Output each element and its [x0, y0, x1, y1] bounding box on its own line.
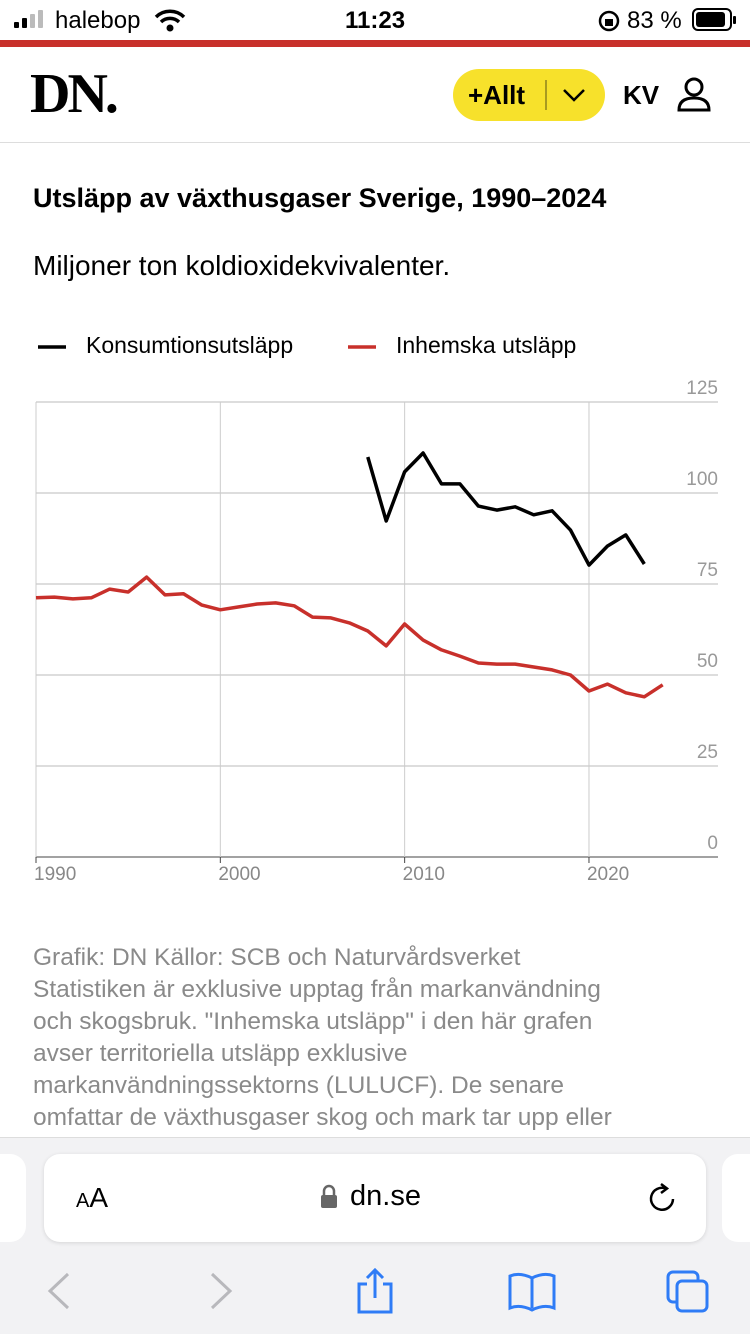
text-size-button[interactable]: AA — [76, 1182, 108, 1214]
y-tick-label: 100 — [686, 469, 718, 490]
data-line — [35, 575, 664, 699]
header-divider — [0, 142, 750, 143]
source-line: och skogsbruk. "Inhemska utsläpp" i den … — [33, 1008, 593, 1035]
y-tick-label: 25 — [697, 742, 718, 763]
y-tick-label: 50 — [697, 651, 718, 672]
text-size-large: A — [89, 1182, 109, 1213]
lock-icon — [321, 1184, 337, 1208]
x-tick-label: 2000 — [218, 864, 260, 885]
top-stripe — [0, 40, 750, 47]
signal-icon — [14, 10, 43, 28]
chevron — [563, 89, 585, 102]
x-tick-label: 1990 — [34, 864, 76, 885]
x-tick-label: 2020 — [587, 864, 629, 885]
data-line — [366, 451, 646, 567]
url: dn.se — [350, 1180, 421, 1212]
y-tick-label: 0 — [707, 833, 718, 854]
time: 11:23 — [345, 7, 406, 34]
wifi-icon — [154, 9, 186, 32]
lock-rotation-icon — [598, 10, 620, 32]
logo[interactable]: DN. — [30, 63, 119, 125]
address-bar[interactable]: AA dn.se — [44, 1154, 706, 1242]
reload-icon[interactable] — [646, 1182, 680, 1216]
source-line: omfattar de växthusgaser skog och mark t… — [33, 1104, 612, 1131]
initials[interactable]: KV — [623, 80, 660, 110]
carrier: halebop — [55, 7, 141, 34]
source-line: avser territoriella utsläpp exklusive — [33, 1040, 408, 1067]
browser-bar: AA dn.se — [0, 1137, 750, 1334]
legend-label: Konsumtionsutsläpp — [86, 332, 293, 358]
divider — [545, 80, 547, 110]
next-tab[interactable] — [722, 1154, 750, 1242]
y-tick-label: 125 — [686, 378, 718, 399]
tabs-button[interactable] — [666, 1270, 709, 1313]
chart: Konsumtionsutsläpp Inhemska utsläpp 0 25 50 7… — [34, 332, 718, 885]
source-line: Statistiken är exklusive upptag från mar… — [33, 976, 601, 1003]
chart-subtitle: Miljoner ton koldioxidekvivalenter. — [33, 250, 451, 281]
battery-level: 83 % — [627, 7, 682, 34]
source-line: Grafik: DN Källor: SCB och Naturvårdsver… — [33, 944, 521, 971]
source-text: Grafik: DN Källor: SCB och Naturvårdsver… — [33, 942, 733, 1137]
y-tick-label: 75 — [697, 560, 718, 581]
text-size-small: A — [76, 1190, 90, 1212]
user-icon[interactable] — [676, 76, 712, 114]
prev-tab[interactable] — [0, 1154, 26, 1242]
chart-title: Utsläpp av växthusgaser Sverige, 1990–20… — [33, 183, 607, 213]
share-button[interactable] — [357, 1268, 393, 1314]
menu-button[interactable]: +Allt — [453, 69, 605, 121]
x-tick-label: 2010 — [403, 864, 445, 885]
legend-label: Inhemska utsläpp — [396, 332, 576, 358]
bookmarks-button[interactable] — [508, 1272, 556, 1312]
battery-icon — [692, 8, 736, 31]
forward-button[interactable] — [210, 1272, 233, 1310]
source-line: markanvändningssektorns (LULUCF). De sen… — [33, 1072, 565, 1099]
menu-button-label: +Allt — [468, 80, 526, 110]
back-button[interactable] — [47, 1272, 70, 1310]
toolbar — [47, 1268, 709, 1314]
